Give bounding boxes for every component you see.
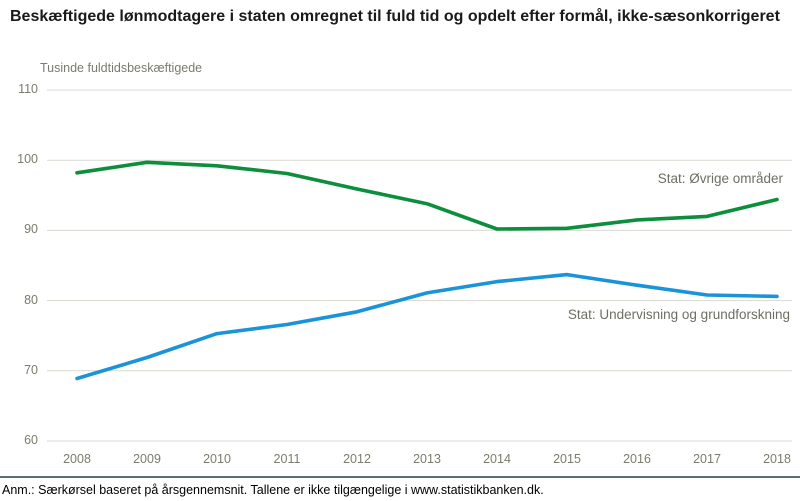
x-tick-label-2015: 2015 xyxy=(553,452,581,466)
x-tick-label-2012: 2012 xyxy=(343,452,371,466)
series-line-0 xyxy=(75,160,779,231)
x-tick-label-2008: 2008 xyxy=(63,452,91,466)
x-tick-label-2013: 2013 xyxy=(413,452,441,466)
x-tick-label-2018: 2018 xyxy=(763,452,791,466)
footer-separator-line xyxy=(0,476,800,478)
x-tick-label-2009: 2009 xyxy=(133,452,161,466)
chart-title: Beskæftigede lønmodtagere i staten omreg… xyxy=(10,8,780,25)
y-tick-label-70: 70 xyxy=(24,362,38,377)
y-axis-unit-label: Tusinde fuldtidsbeskæftigede xyxy=(40,61,203,75)
y-tick-label-90: 90 xyxy=(24,222,38,237)
series-line-1 xyxy=(75,272,779,381)
x-tick-label-2010: 2010 xyxy=(203,452,231,466)
y-tick-label-110: 110 xyxy=(18,82,38,96)
x-tick-label-2016: 2016 xyxy=(623,452,651,466)
x-tick-label-2014: 2014 xyxy=(483,452,511,466)
y-tick-label-100: 100 xyxy=(17,152,38,167)
y-tick-label-60: 60 xyxy=(24,433,38,447)
series-label-undervisning-grundforskning: Stat: Undervisning og grundforskning xyxy=(567,307,790,322)
series-label-ovrige-omrader: Stat: Øvrige områder xyxy=(657,171,783,186)
x-tick-label-2017: 2017 xyxy=(693,452,721,466)
footnote-text: Anm.: Særkørsel baseret på årsgennemsnit… xyxy=(2,483,544,497)
x-tick-label-2011: 2011 xyxy=(273,452,301,466)
y-tick-label-80: 80 xyxy=(24,292,38,307)
